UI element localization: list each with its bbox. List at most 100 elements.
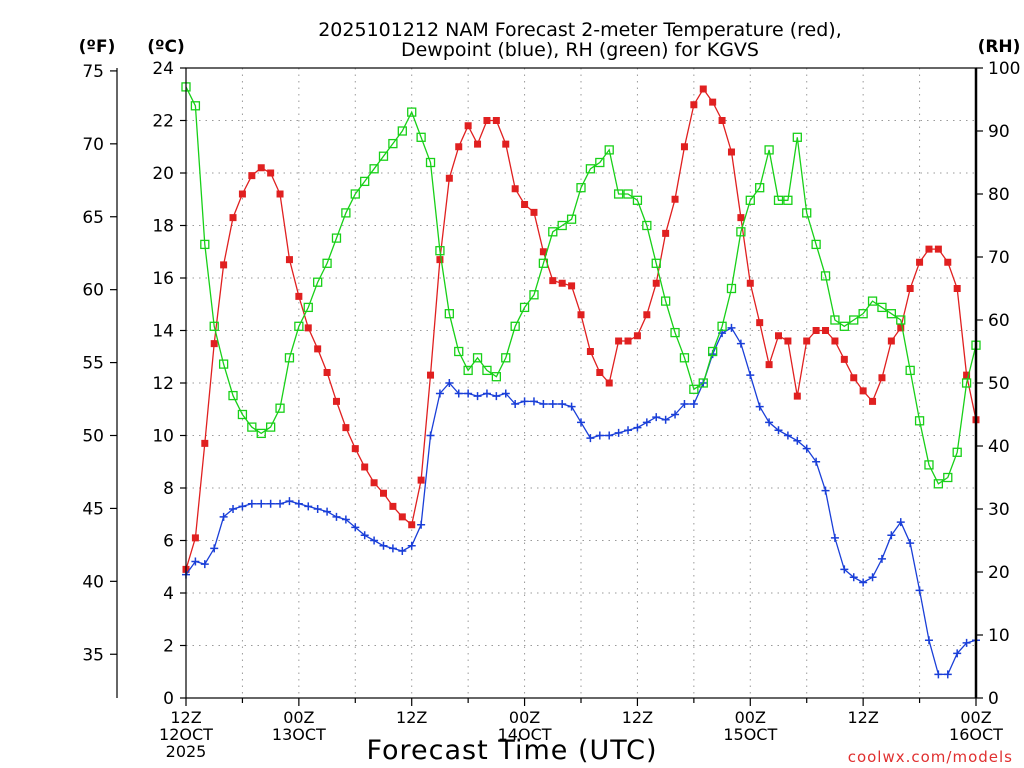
rh-tick-label: 90 bbox=[988, 122, 1010, 142]
dewpoint-point bbox=[276, 499, 285, 508]
temperature-point bbox=[389, 502, 397, 510]
temperature-point bbox=[699, 85, 707, 93]
temperature-point bbox=[596, 369, 604, 376]
rh-point bbox=[388, 138, 398, 149]
fahrenheit-tick-label: 40 bbox=[82, 572, 104, 592]
rh-point bbox=[642, 220, 652, 231]
x-tick-label: 13OCT bbox=[272, 725, 326, 744]
dewpoint-point bbox=[351, 523, 360, 532]
dewpoint-point bbox=[915, 586, 924, 595]
fahrenheit-tick-label: 50 bbox=[82, 427, 104, 447]
temperature-point bbox=[643, 311, 651, 319]
rh-point bbox=[886, 309, 897, 319]
dewpoint-point bbox=[520, 397, 529, 406]
dewpoint-point bbox=[661, 415, 670, 424]
temperature-point bbox=[380, 489, 387, 497]
rh-point bbox=[303, 302, 313, 313]
rh-point bbox=[585, 164, 596, 174]
dewpoint-point bbox=[257, 499, 266, 508]
celsius-tick-label: 12 bbox=[152, 374, 174, 394]
temperature-point bbox=[944, 258, 952, 266]
rh-point bbox=[877, 302, 887, 313]
temperature-point bbox=[615, 337, 623, 345]
temperature-point bbox=[831, 337, 839, 345]
temperature-point bbox=[314, 345, 322, 353]
dewpoint-point bbox=[783, 431, 792, 440]
rh-point bbox=[755, 183, 765, 193]
dewpoint-point bbox=[934, 670, 943, 679]
rh-point bbox=[454, 346, 464, 357]
temperature-point bbox=[248, 172, 256, 180]
dewpoint-point bbox=[219, 512, 228, 521]
dewpoint-point bbox=[529, 397, 538, 406]
dewpoint-point bbox=[360, 531, 369, 540]
dewpoint-point bbox=[943, 670, 952, 679]
temperature-point bbox=[474, 140, 482, 148]
temperature-point bbox=[455, 143, 463, 151]
dewpoint-point bbox=[953, 649, 962, 658]
dewpoint-point bbox=[689, 400, 698, 408]
rh-point bbox=[576, 183, 586, 193]
celsius-tick-label: 8 bbox=[163, 479, 174, 499]
rh-point bbox=[933, 479, 944, 489]
dewpoint-point bbox=[464, 389, 473, 398]
temperature-point bbox=[267, 169, 275, 177]
temperature-point bbox=[953, 285, 961, 292]
dewpoint-series bbox=[182, 323, 980, 679]
dewpoint-point bbox=[370, 536, 379, 545]
rh-point bbox=[331, 233, 342, 243]
x-tick-label: 00Z bbox=[509, 708, 540, 727]
x-tick-label: 15OCT bbox=[723, 725, 777, 744]
rh-tick-label: 30 bbox=[988, 500, 1010, 520]
temperature-point bbox=[887, 337, 895, 345]
dewpoint-point bbox=[906, 539, 915, 548]
dewpoint-point bbox=[247, 499, 256, 508]
dewpoint-point bbox=[482, 389, 491, 398]
rh-series bbox=[181, 82, 981, 489]
dewpoint-point bbox=[624, 426, 633, 435]
dewpoint-point bbox=[341, 515, 350, 524]
temperature-point bbox=[492, 117, 500, 124]
x-tick-label: 00Z bbox=[283, 708, 314, 727]
rh-point bbox=[350, 189, 360, 199]
dewpoint-point bbox=[379, 541, 388, 550]
dewpoint-point bbox=[595, 431, 604, 440]
dewpoint-point bbox=[426, 431, 435, 440]
dewpoint-point bbox=[868, 573, 877, 582]
rh-point bbox=[190, 101, 201, 111]
celsius-tick-label: 20 bbox=[152, 164, 174, 184]
temperature-point bbox=[822, 327, 830, 334]
rh-point bbox=[557, 220, 567, 231]
rh-point bbox=[313, 277, 323, 287]
temperature-point bbox=[210, 340, 218, 348]
rh-line bbox=[185, 86, 977, 485]
x-tick-label: 12Z bbox=[622, 708, 653, 727]
rh-point bbox=[849, 315, 859, 325]
rh-point bbox=[952, 447, 962, 457]
celsius-tick-label: 24 bbox=[152, 59, 174, 79]
temperature-point bbox=[690, 101, 698, 109]
temperature-point bbox=[803, 337, 811, 345]
rh-point bbox=[275, 403, 285, 413]
temperature-point bbox=[793, 392, 801, 400]
dewpoint-point bbox=[266, 499, 275, 508]
temperature-point bbox=[521, 201, 529, 208]
rh-point bbox=[472, 353, 483, 363]
dewpoint-point bbox=[896, 518, 905, 527]
temperature-point bbox=[483, 117, 491, 124]
rh-point bbox=[247, 422, 257, 432]
rh-tick-label: 70 bbox=[988, 248, 1010, 268]
temperature-point bbox=[549, 277, 557, 285]
rh-point bbox=[519, 302, 530, 313]
rh-point bbox=[820, 271, 831, 281]
temperature-point bbox=[605, 379, 613, 387]
temperature-point bbox=[539, 248, 547, 256]
x-tick-label: 00Z bbox=[735, 708, 766, 727]
temperature-point bbox=[285, 256, 293, 264]
rh-tick-label: 10 bbox=[988, 626, 1010, 646]
dewpoint-point bbox=[492, 392, 501, 401]
celsius-unit-label: (ºC) bbox=[147, 37, 185, 57]
temperature-point bbox=[220, 261, 228, 269]
